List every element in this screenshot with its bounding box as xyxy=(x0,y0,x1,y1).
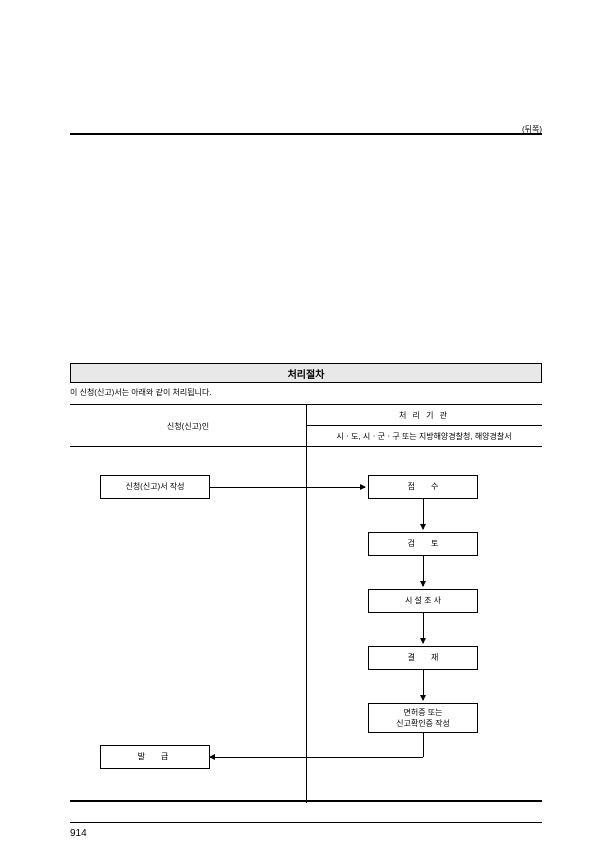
node-review: 검 토 xyxy=(368,532,478,556)
node-apply: 신청(신고)서 작성 xyxy=(100,475,210,499)
header-applicant: 신청(신고)인 xyxy=(70,405,306,447)
node-inspect: 시 설 조 사 xyxy=(368,589,478,613)
arrow-review-to-inspect xyxy=(423,556,424,586)
node-receive: 접 수 xyxy=(368,475,478,499)
arrow-receive-to-review xyxy=(423,499,424,529)
notice-text: 이 신청(신고)서는 아래와 같이 처리됩니다. xyxy=(70,387,212,398)
arrow-approve-to-cert xyxy=(423,670,424,700)
top-rule xyxy=(70,133,542,135)
arrow-apply-to-receive xyxy=(210,487,365,488)
header-agency-title: 처 리 기 관 xyxy=(306,405,542,426)
header-agency-detail: 시ㆍ도, 시ㆍ군ㆍ구 또는 지방해양경찰청, 해양경찰서 xyxy=(306,426,542,447)
arrow-to-issue xyxy=(210,757,423,758)
arrow-inspect-to-approve xyxy=(423,613,424,643)
arrow-cert-down xyxy=(423,733,424,757)
node-issue: 발 급 xyxy=(100,745,210,769)
header-agency-wrap: 처 리 기 관 시ㆍ도, 시ㆍ군ㆍ구 또는 지방해양경찰청, 해양경찰서 xyxy=(306,405,542,447)
process-table: 신청(신고)인 처 리 기 관 시ㆍ도, 시ㆍ군ㆍ구 또는 지방해양경찰청, 해… xyxy=(70,404,542,802)
bottom-rule xyxy=(70,822,542,823)
table-header-row: 신청(신고)인 처 리 기 관 시ㆍ도, 시ㆍ군ㆍ구 또는 지방해양경찰청, 해… xyxy=(70,405,542,447)
page-number: 914 xyxy=(70,828,87,839)
node-approve: 결 재 xyxy=(368,646,478,670)
node-cert: 면허증 또는 신고확인증 작성 xyxy=(368,703,478,733)
section-title: 처리절차 xyxy=(70,363,542,383)
vertical-divider xyxy=(306,405,307,803)
